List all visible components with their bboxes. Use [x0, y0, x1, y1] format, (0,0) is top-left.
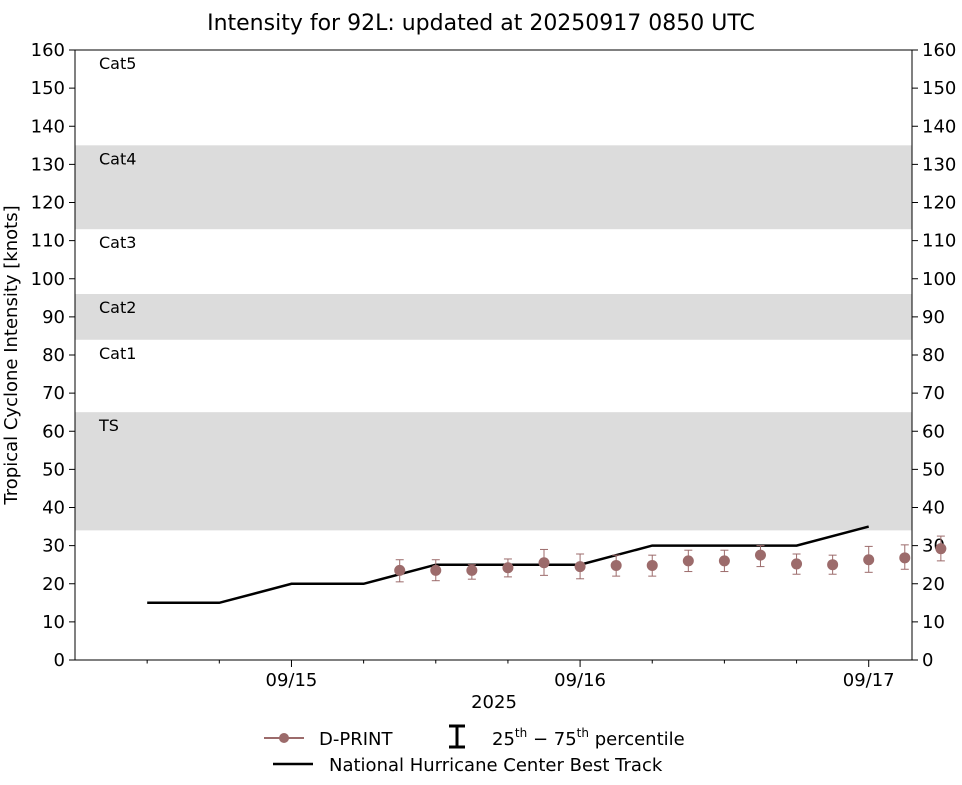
y-tick-left-label: 90	[42, 307, 65, 328]
dprint-point	[935, 535, 947, 562]
category-bands	[75, 145, 912, 531]
dprint-marker	[394, 564, 406, 576]
y-tick-left-label: 60	[42, 421, 65, 442]
y-tick-right-label: 40	[922, 498, 945, 519]
legend-dprint-marker	[279, 733, 289, 743]
dprint-marker	[682, 555, 694, 567]
y-tick-right-label: 0	[922, 650, 933, 671]
y-tick-right-label: 110	[922, 231, 956, 252]
y-tick-left-label: 110	[31, 231, 65, 252]
dprint-point	[466, 564, 478, 580]
legend-percentile-label: 25th − 75th percentile	[492, 726, 685, 750]
band-label-cat2: Cat2	[99, 298, 136, 317]
y-axis-label: Tropical Cyclone Intensity [knots]	[1, 205, 22, 505]
x-tick-label: 09/17	[843, 670, 895, 691]
dprint-point	[574, 553, 586, 580]
dprint-point	[791, 553, 803, 575]
y-tick-right-label: 140	[922, 116, 956, 137]
dprint-point	[610, 554, 622, 577]
dprint-point	[394, 559, 406, 583]
legend: D-PRINT 25th − 75th percentile National …	[264, 724, 685, 776]
dprint-marker	[646, 559, 658, 571]
y-tick-left-label: 20	[42, 574, 65, 595]
dprint-marker	[430, 564, 442, 576]
dprint-point	[899, 544, 911, 570]
y-tick-left-label: 80	[42, 345, 65, 366]
y-tick-right-label: 100	[922, 269, 956, 290]
dprint-marker	[538, 557, 550, 569]
dprint-point	[863, 545, 875, 573]
dprint-marker	[791, 558, 803, 570]
dprint-marker	[754, 549, 766, 561]
dprint-marker	[899, 552, 911, 564]
dprint-marker	[935, 543, 947, 555]
dprint-marker	[502, 562, 514, 574]
dprint-point	[646, 554, 658, 577]
dprint-point	[538, 548, 550, 576]
dprint-point	[827, 554, 839, 575]
y-tick-left-label: 150	[31, 78, 65, 99]
y-tick-right-label: 90	[922, 307, 945, 328]
y-tick-right-label: 50	[922, 459, 945, 480]
y-tick-left-label: 130	[31, 154, 65, 175]
x-axis: 09/15 09/16 09/17	[146, 660, 895, 691]
band-label-cat3: Cat3	[99, 233, 136, 252]
y-tick-left-label: 30	[42, 536, 65, 557]
y-tick-left-label: 100	[31, 269, 65, 290]
y-tick-right-label: 70	[922, 383, 945, 404]
y-tick-left-label: 70	[42, 383, 65, 404]
dprint-point	[718, 549, 730, 573]
dprint-point	[430, 559, 442, 582]
y-tick-right-label: 160	[922, 40, 956, 61]
x-tick-label: 09/15	[266, 670, 318, 691]
dprint-marker	[863, 554, 875, 566]
band-label-cat1: Cat1	[99, 344, 136, 363]
y-tick-left-label: 40	[42, 498, 65, 519]
y-tick-right-label: 120	[922, 193, 956, 214]
dprint-marker	[574, 561, 586, 573]
y-tick-right-label: 80	[922, 345, 945, 366]
dprint-marker	[718, 555, 730, 567]
legend-best-track-label: National Hurricane Center Best Track	[329, 755, 663, 776]
y-tick-left-label: 10	[42, 612, 65, 633]
band-label-ts: TS	[98, 416, 119, 435]
band-label-cat5: Cat5	[99, 54, 136, 73]
y-tick-right-label: 20	[922, 574, 945, 595]
chart-title: Intensity for 92L: updated at 20250917 0…	[207, 11, 755, 36]
dprint-marker	[610, 559, 622, 571]
x-tick-label: 09/16	[554, 670, 606, 691]
dprint-point	[502, 558, 514, 578]
y-tick-left-label: 0	[54, 650, 65, 671]
y-tick-left-label: 120	[31, 193, 65, 214]
y-tick-left-label: 140	[31, 116, 65, 137]
dprint-point	[754, 545, 766, 568]
legend-percentile-icon	[449, 724, 465, 749]
dprint-marker	[466, 564, 478, 576]
dprint-point	[682, 549, 694, 573]
y-tick-left-label: 160	[31, 40, 65, 61]
y-tick-right-label: 10	[922, 612, 945, 633]
series-layer	[147, 525, 947, 605]
category-band-labels: TS Cat1 Cat2 Cat3 Cat4 Cat5	[98, 54, 136, 435]
y-axis-left: 0 10 20 30 40 50 60 70 80 90 100 110 120 130 140 150 160	[31, 40, 75, 671]
band-cat2	[75, 294, 912, 340]
y-tick-right-label: 60	[922, 421, 945, 442]
y-tick-right-label: 130	[922, 154, 956, 175]
dprint-marker	[827, 559, 839, 571]
y-tick-right-label: 150	[922, 78, 956, 99]
y-tick-left-label: 50	[42, 459, 65, 480]
band-cat4	[75, 145, 912, 230]
legend-dprint-label: D-PRINT	[319, 729, 393, 750]
band-ts	[75, 412, 912, 531]
plot-frame	[74, 49, 913, 661]
x-axis-label: 2025	[471, 692, 517, 713]
band-label-cat4: Cat4	[99, 149, 136, 168]
